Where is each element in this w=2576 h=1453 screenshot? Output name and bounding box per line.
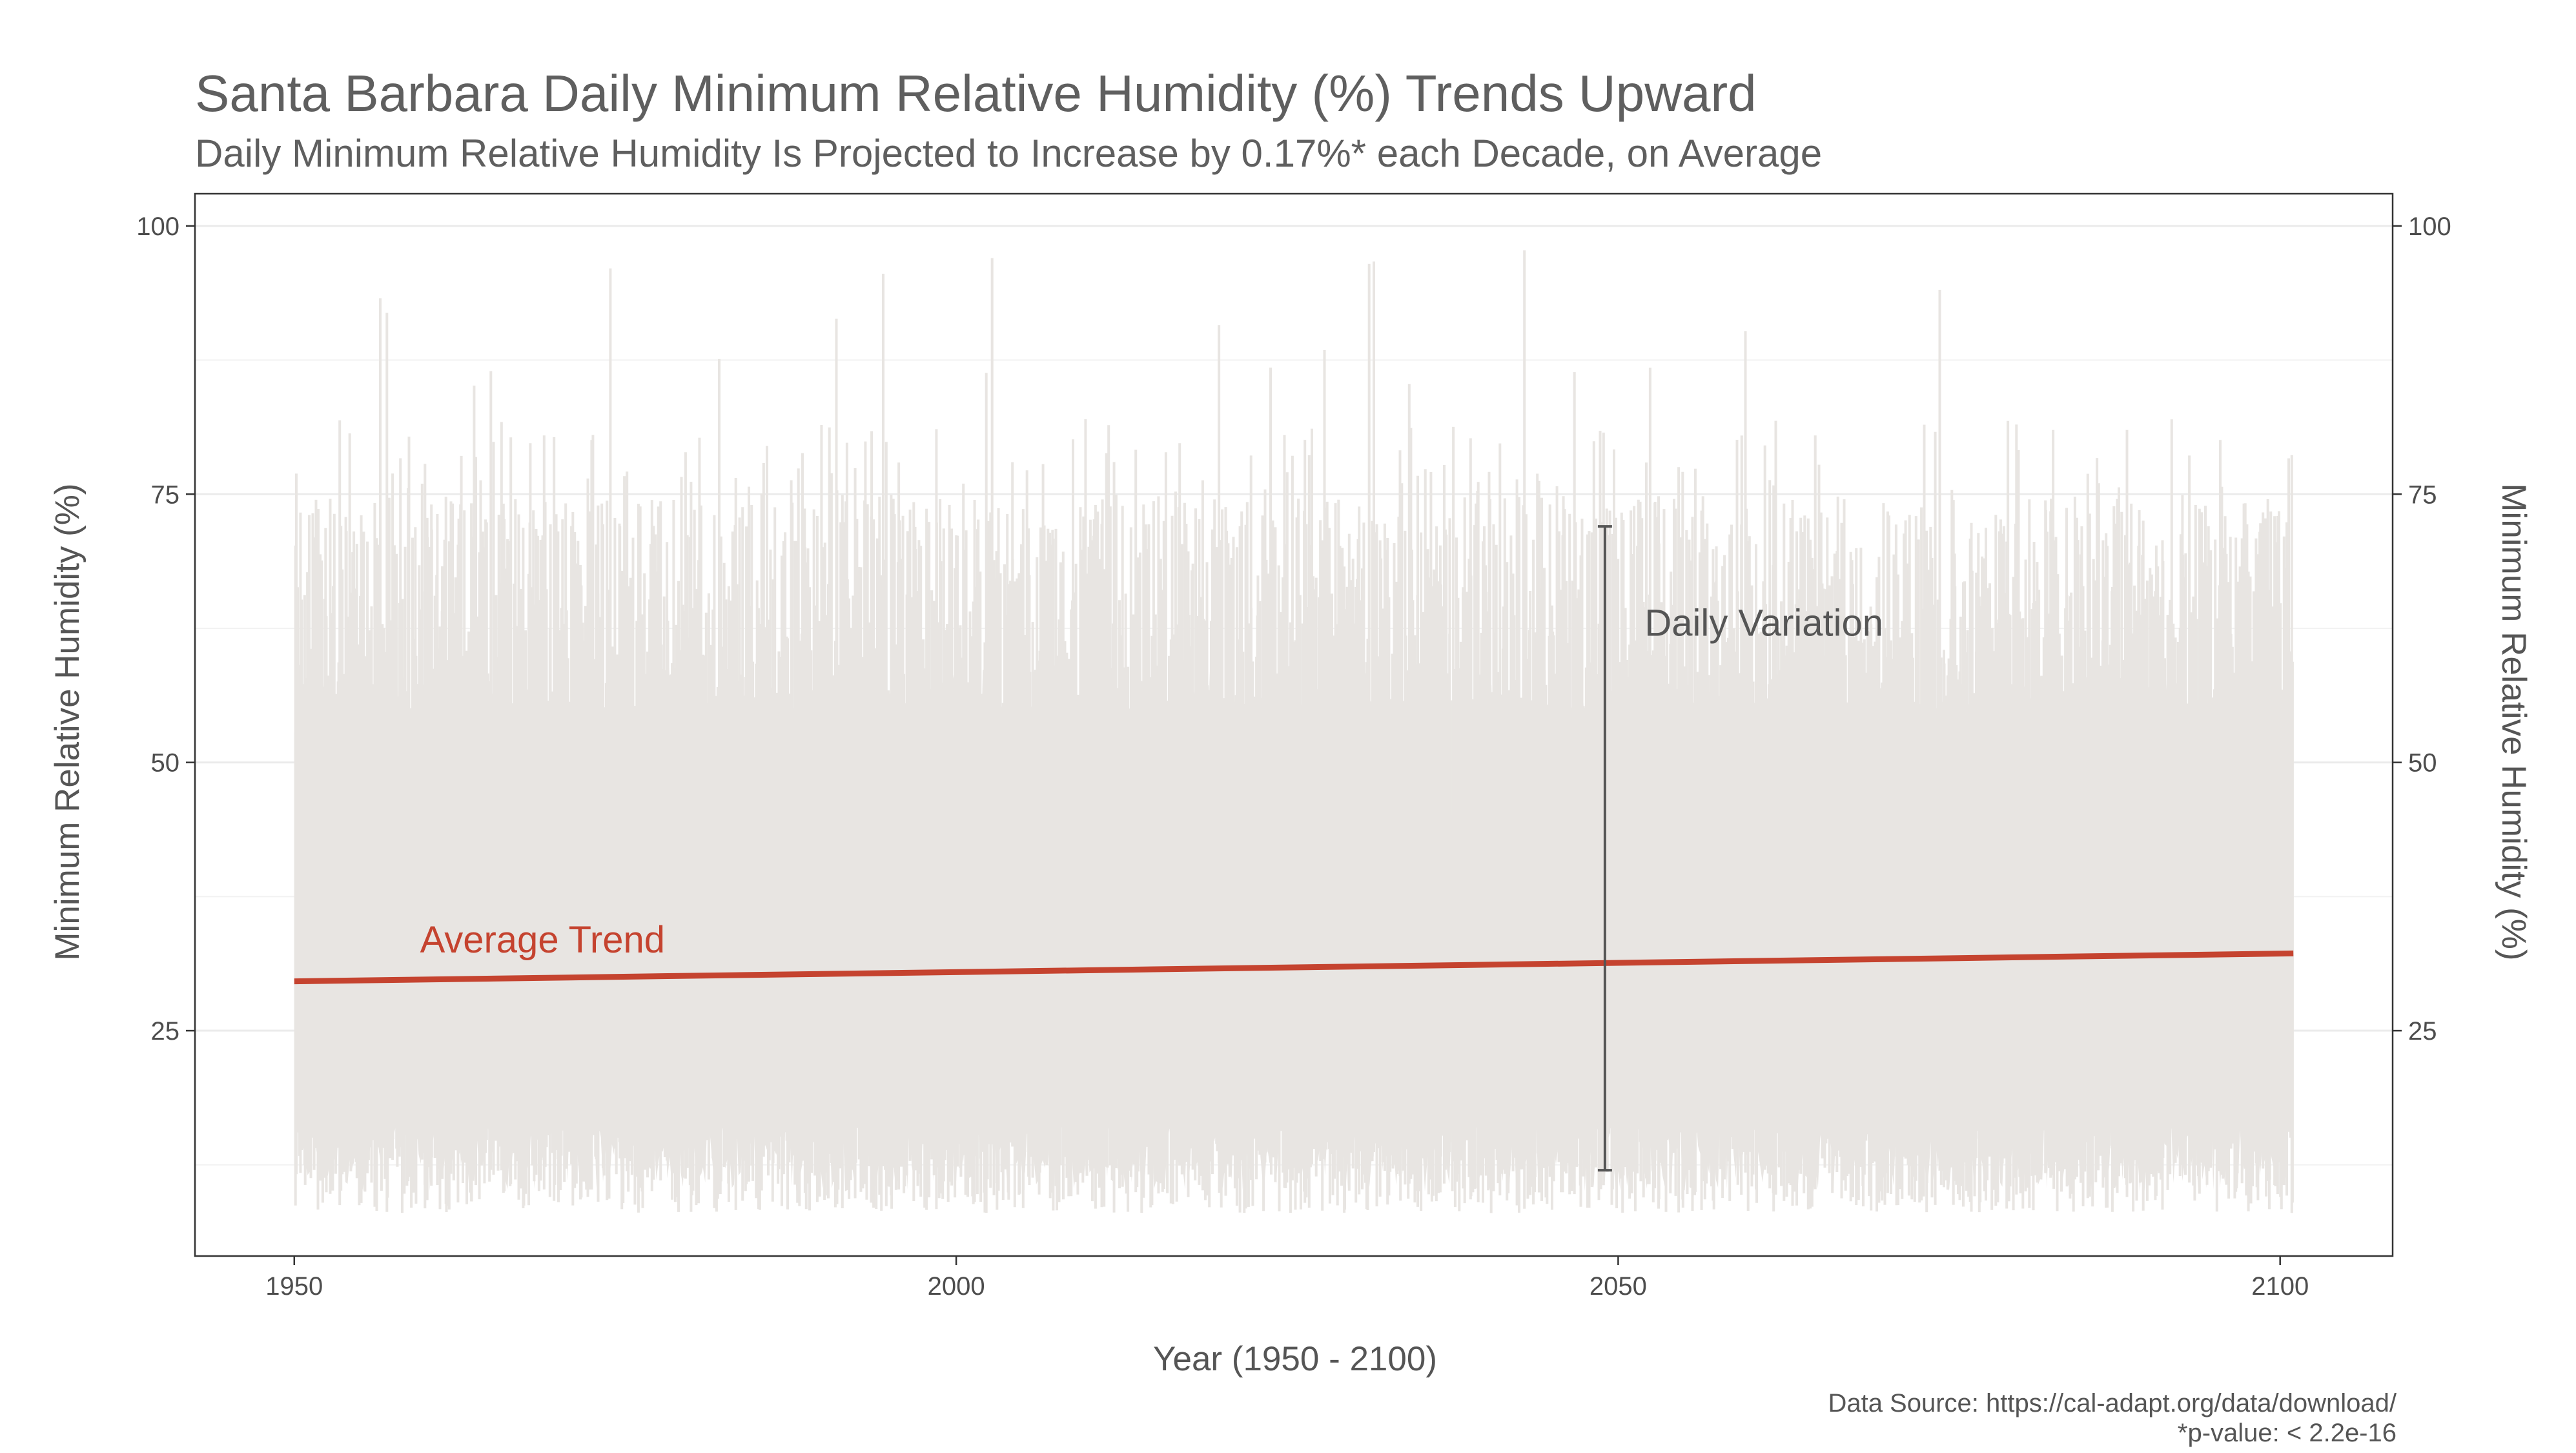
y-tick-label-right: 25	[2408, 1017, 2437, 1046]
average-trend-label: Average Trend	[420, 919, 665, 961]
daily-variation-label: Daily Variation	[1644, 603, 1883, 644]
y-tick-label-right: 50	[2408, 749, 2437, 778]
x-axis-title: Year (1950 - 2100)	[1153, 1340, 1437, 1378]
y-tick-label-left: 50	[151, 749, 180, 778]
y-tick-label-left: 75	[151, 480, 180, 509]
x-tick-label: 1950	[265, 1272, 323, 1301]
caption-p-value: *p-value: < 2.2e-16	[2178, 1419, 2397, 1447]
x-tick-label: 2000	[928, 1272, 985, 1301]
y-tick-label-right: 100	[2408, 212, 2451, 241]
axes: 25 25 50 50 75 75 100 100 1950 2000 2050 2100	[136, 212, 2451, 1301]
y-tick-label-left: 100	[136, 212, 179, 241]
y-tick-label-left: 25	[151, 1017, 180, 1046]
average-trend-line	[294, 950, 2294, 985]
plot-panel-border	[194, 192, 2394, 1257]
y-axis-title-right: Minimum Relative Humidity (%)	[2495, 483, 2533, 960]
annotations: Average Trend Daily Variation	[420, 525, 1883, 1172]
y-tick-label-right: 75	[2408, 480, 2437, 509]
daily-variation-spikes	[294, 250, 2294, 1213]
chart-subtitle: Daily Minimum Relative Humidity Is Proje…	[195, 132, 1822, 175]
x-tick-label: 2100	[2251, 1272, 2309, 1301]
daily-variation-series	[294, 250, 2294, 1213]
chart-title: Santa Barbara Daily Minimum Relative Hum…	[195, 65, 1757, 122]
caption-data-source: Data Source: https://cal-adapt.org/data/…	[1828, 1389, 2397, 1417]
x-tick-label: 2050	[1590, 1272, 1647, 1301]
y-axis-title: Minimum Relative Humidity (%)	[48, 483, 87, 960]
average-trend-series	[294, 950, 2294, 985]
